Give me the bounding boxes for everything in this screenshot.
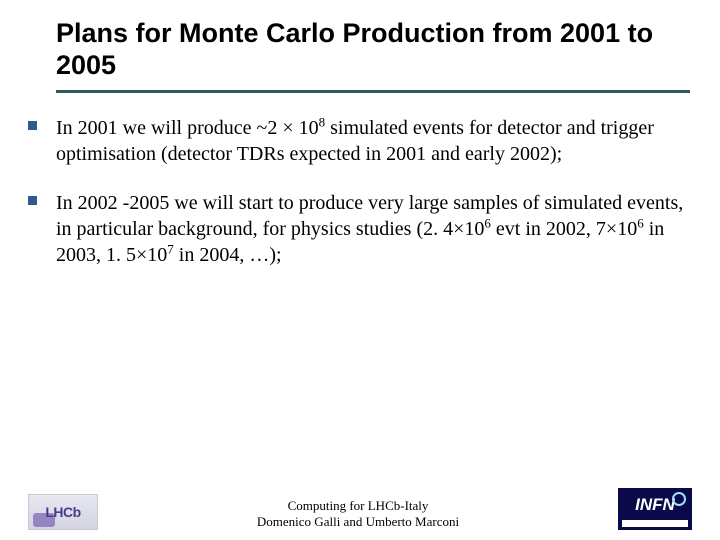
footer: LHCb Computing for LHCb-Italy Domenico G… <box>0 488 720 530</box>
bullet-item: In 2001 we will produce ~2 × 108 simulat… <box>56 115 690 168</box>
logo-text: LHCb <box>45 504 80 520</box>
slide-title: Plans for Monte Carlo Production from 20… <box>56 18 690 82</box>
logo-bar <box>622 520 688 527</box>
slide: Plans for Monte Carlo Production from 20… <box>0 0 720 540</box>
bullet-text: In 2001 we will produce ~2 × 108 simulat… <box>56 117 654 165</box>
text-frag: in 2004, …); <box>174 244 282 266</box>
bullet-list: In 2001 we will produce ~2 × 108 simulat… <box>56 115 690 269</box>
title-underline <box>56 90 690 93</box>
square-bullet-icon <box>28 196 37 205</box>
bullet-text: In 2002 -2005 we will start to produce v… <box>56 192 683 267</box>
square-bullet-icon <box>28 121 37 130</box>
logo-text: INFN <box>635 495 675 515</box>
text-frag: In 2001 we will produce ~2 × 10 <box>56 117 319 139</box>
text-frag: evt in 2002, 7×10 <box>491 218 637 240</box>
infn-logo: INFN <box>618 488 692 530</box>
bullet-item: In 2002 -2005 we will start to produce v… <box>56 190 690 269</box>
footer-line: Domenico Galli and Umberto Marconi <box>257 514 459 530</box>
lhcb-logo: LHCb <box>28 494 98 530</box>
footer-line: Computing for LHCb-Italy <box>257 498 459 514</box>
footer-text: Computing for LHCb-Italy Domenico Galli … <box>257 498 459 531</box>
